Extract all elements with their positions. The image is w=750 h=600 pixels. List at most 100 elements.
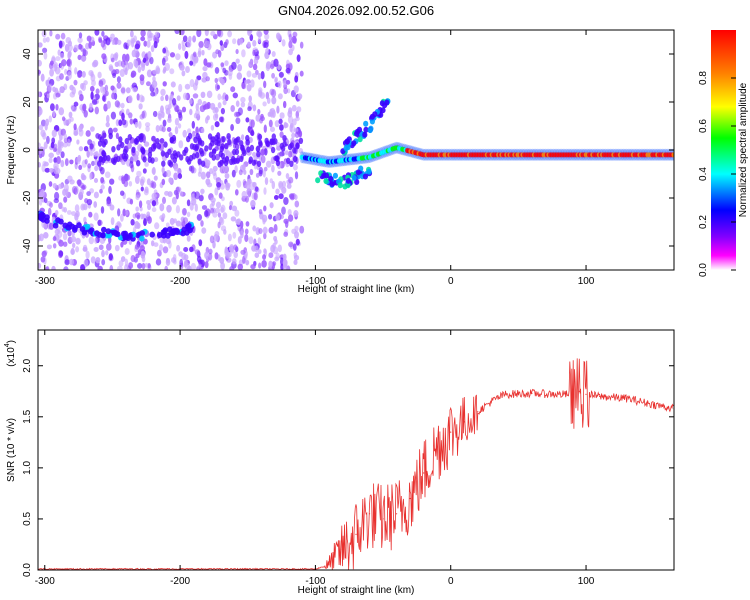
spectrogram-noise-cell (129, 198, 134, 205)
spectrogram-noise-cell (178, 251, 183, 257)
spectrogram-noise-cell (122, 148, 128, 156)
spectrogram-noise-cell (278, 118, 283, 125)
spectrogram-noise-cell (239, 140, 244, 147)
spectrogram-noise-cell (179, 190, 184, 197)
spectrogram-noise-cell (294, 200, 300, 208)
spectrogram-noise-cell (52, 182, 57, 189)
spectrogram-noise-cell (174, 118, 179, 126)
spectrogram-noise-cell (112, 127, 118, 133)
spectrogram-noise-cell (93, 201, 98, 208)
spectrogram-noise-cell (200, 160, 206, 167)
spectrogram-noise-cell (253, 192, 258, 201)
spectrogram-noise-cell (282, 258, 288, 267)
spectrogram-noise-cell (282, 253, 287, 261)
spectrogram-noise-cell (192, 35, 197, 43)
spectrogram-noise-cell (285, 172, 290, 180)
spectrogram-noise-cell (200, 91, 206, 99)
spectrogram-noise-cell (202, 66, 208, 72)
spectrogram-arm-cell (337, 182, 343, 189)
spectrogram-noise-cell (171, 196, 177, 205)
spectrogram-noise-cell (219, 256, 225, 265)
spectrogram-noise-cell (192, 143, 197, 151)
spectrogram-noise-cell (249, 168, 254, 176)
spectrogram-noise-cell (86, 191, 91, 197)
spectrogram-noise-cell (150, 45, 155, 53)
spectrogram-noise-cell (40, 189, 45, 197)
spectrogram-noise-cell (248, 95, 252, 103)
spectrogram-noise-cell (80, 56, 87, 62)
spectrogram-noise-cell (118, 136, 123, 143)
spectrogram-noise-cell (161, 196, 167, 205)
spectrogram-noise-cell (288, 150, 293, 158)
spectrogram-noise-cell (246, 187, 251, 197)
spectrogram-noise-cell (90, 71, 94, 78)
spectrogram-noise-cell (83, 216, 87, 223)
spectrogram-noise-cell (62, 232, 68, 241)
spectrogram-noise-cell (130, 70, 137, 78)
spectrogram-noise-cell (151, 135, 156, 142)
spectrogram-noise-cell (261, 214, 268, 223)
spectrogram-noise-cell (42, 37, 47, 43)
spectrogram-noise-cell (292, 37, 297, 44)
spectrogram-noise-cell (299, 70, 304, 77)
spectrogram-noise-cell (252, 63, 258, 71)
spectrogram-noise-cell (128, 112, 133, 119)
snr-point (463, 421, 465, 423)
spectrogram-noise-cell (214, 66, 220, 74)
spectrogram-band-cell (165, 232, 171, 239)
spectrogram-noise-cell (104, 171, 111, 179)
spectrogram-noise-cell (146, 178, 151, 186)
spectrogram-noise-cell (188, 35, 192, 43)
spectrogram-noise-cell (274, 120, 280, 128)
spectrogram-noise-cell (263, 148, 268, 156)
spectrogram-arm-cell (355, 169, 361, 176)
spectrogram-noise-cell (73, 79, 78, 86)
spectrogram-noise-cell (277, 244, 282, 253)
snr-ytick-label: 0.0 (22, 563, 33, 577)
spectrogram-noise-cell (90, 91, 94, 100)
spectrogram-noise-cell (205, 76, 210, 82)
spectrogram-noise-cell (152, 76, 156, 82)
spectrogram-noise-cell (195, 103, 200, 111)
spectrogram-noise-cell (140, 30, 146, 37)
spectrogram-noise-cell (224, 142, 229, 150)
spectrogram-noise-cell (271, 50, 276, 58)
spectrogram-noise-cell (141, 110, 145, 119)
spectrogram-noise-cell (146, 211, 151, 218)
spectrogram-noise-cell (222, 165, 228, 173)
spectrogram-noise-cell (116, 82, 122, 89)
spectrogram-noise-cell (114, 53, 118, 61)
spectrogram-noise-cell (288, 176, 294, 184)
spectrogram-noise-cell (80, 264, 86, 270)
spectrogram-noise-cell (114, 61, 119, 68)
spectrogram-noise-cell (282, 100, 287, 109)
spectrogram-noise-cell (101, 53, 107, 60)
spectrogram-noise-cell (60, 159, 65, 168)
spectrogram-noise-cell (51, 265, 56, 270)
spectrogram-noise-cell (59, 52, 65, 59)
spectrogram-xtick-label: -100 (305, 276, 325, 287)
spectrogram-noise-cell (229, 265, 235, 270)
spectrogram-noise-cell (57, 49, 61, 56)
spectrogram-noise-cell (143, 218, 147, 227)
spectrogram-noise-cell (140, 146, 145, 153)
spectrogram-noise-cell (153, 175, 158, 181)
spectrogram-noise-cell (110, 57, 115, 63)
spectrogram-noise-cell (268, 119, 273, 128)
spectrogram-noise-cell (67, 71, 72, 80)
spectrogram-noise-cell (206, 115, 210, 121)
spectrogram-noise-cell (82, 204, 88, 210)
spectrogram-noise-cell (264, 177, 269, 186)
snr-ytick-label: 0.5 (22, 512, 33, 526)
spectrogram-noise-cell (232, 231, 237, 239)
spectrogram-noise-cell (286, 157, 291, 164)
spectrogram-noise-cell (240, 230, 244, 239)
spectrogram-noise-cell (279, 112, 285, 119)
spectrogram-noise-cell (57, 145, 62, 154)
snr-point (423, 472, 425, 474)
spectrogram-noise-cell (120, 241, 124, 248)
snr-point (396, 513, 398, 515)
spectrogram-noise-cell (161, 57, 166, 66)
spectrogram-noise-cell (231, 205, 238, 212)
spectrogram-noise-cell (258, 87, 263, 94)
